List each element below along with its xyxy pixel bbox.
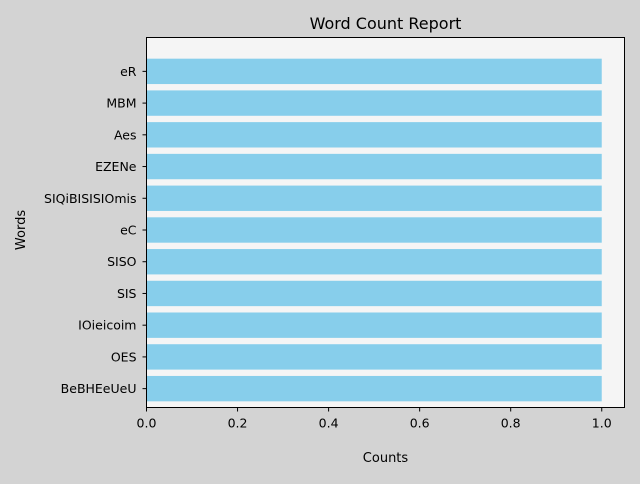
y-tick-label: OES	[111, 349, 137, 364]
y-tick-label: eR	[120, 64, 137, 79]
y-tick-label: SISO	[107, 254, 137, 269]
x-tick-label: 0.4	[319, 416, 339, 431]
x-axis-ticks: 0.0 0.2 0.4 0.6 0.8 1.0	[137, 407, 612, 431]
x-axis-label: Counts	[363, 451, 409, 466]
y-tick-label: IOieicoim	[78, 318, 136, 333]
x-tick-label: 0.0	[137, 416, 157, 431]
bar-eC	[146, 217, 602, 243]
bar-MBM	[146, 90, 602, 116]
y-axis-ticks: eR MBM Aes EZENe SIQiBISISIOmis eC SISO SIS IOie…	[44, 64, 147, 396]
bar-SIS	[146, 280, 602, 307]
bar-eR	[146, 58, 602, 85]
bar-EZENe	[146, 153, 602, 180]
bar-IOieicoim	[146, 312, 602, 338]
chart-title: Word Count Report	[310, 14, 462, 33]
y-tick-label: SIQiBISISIOmis	[44, 191, 136, 206]
x-tick-label: 0.8	[501, 416, 521, 431]
plot-frame	[146, 37, 625, 408]
bar-group	[146, 58, 602, 402]
y-tick-label: SIS	[117, 286, 137, 301]
bar-OES	[146, 344, 602, 370]
bar-Aes	[146, 122, 602, 148]
y-tick-label: Aes	[114, 127, 137, 142]
bar-SIQiBISISIOmis	[146, 185, 602, 211]
y-tick-label: BeBHEeUeU	[61, 381, 137, 396]
bar-SISO	[146, 249, 602, 275]
x-tick-label: 0.6	[410, 416, 430, 431]
bar-BeBHEeUeU	[146, 375, 602, 402]
y-tick-label: EZENe	[95, 159, 137, 174]
y-tick-label: MBM	[106, 96, 136, 111]
x-tick-label: 1.0	[592, 416, 612, 431]
x-tick-label: 0.2	[228, 416, 248, 431]
y-axis-label: Words	[14, 210, 29, 250]
y-tick-label: eC	[120, 223, 137, 238]
